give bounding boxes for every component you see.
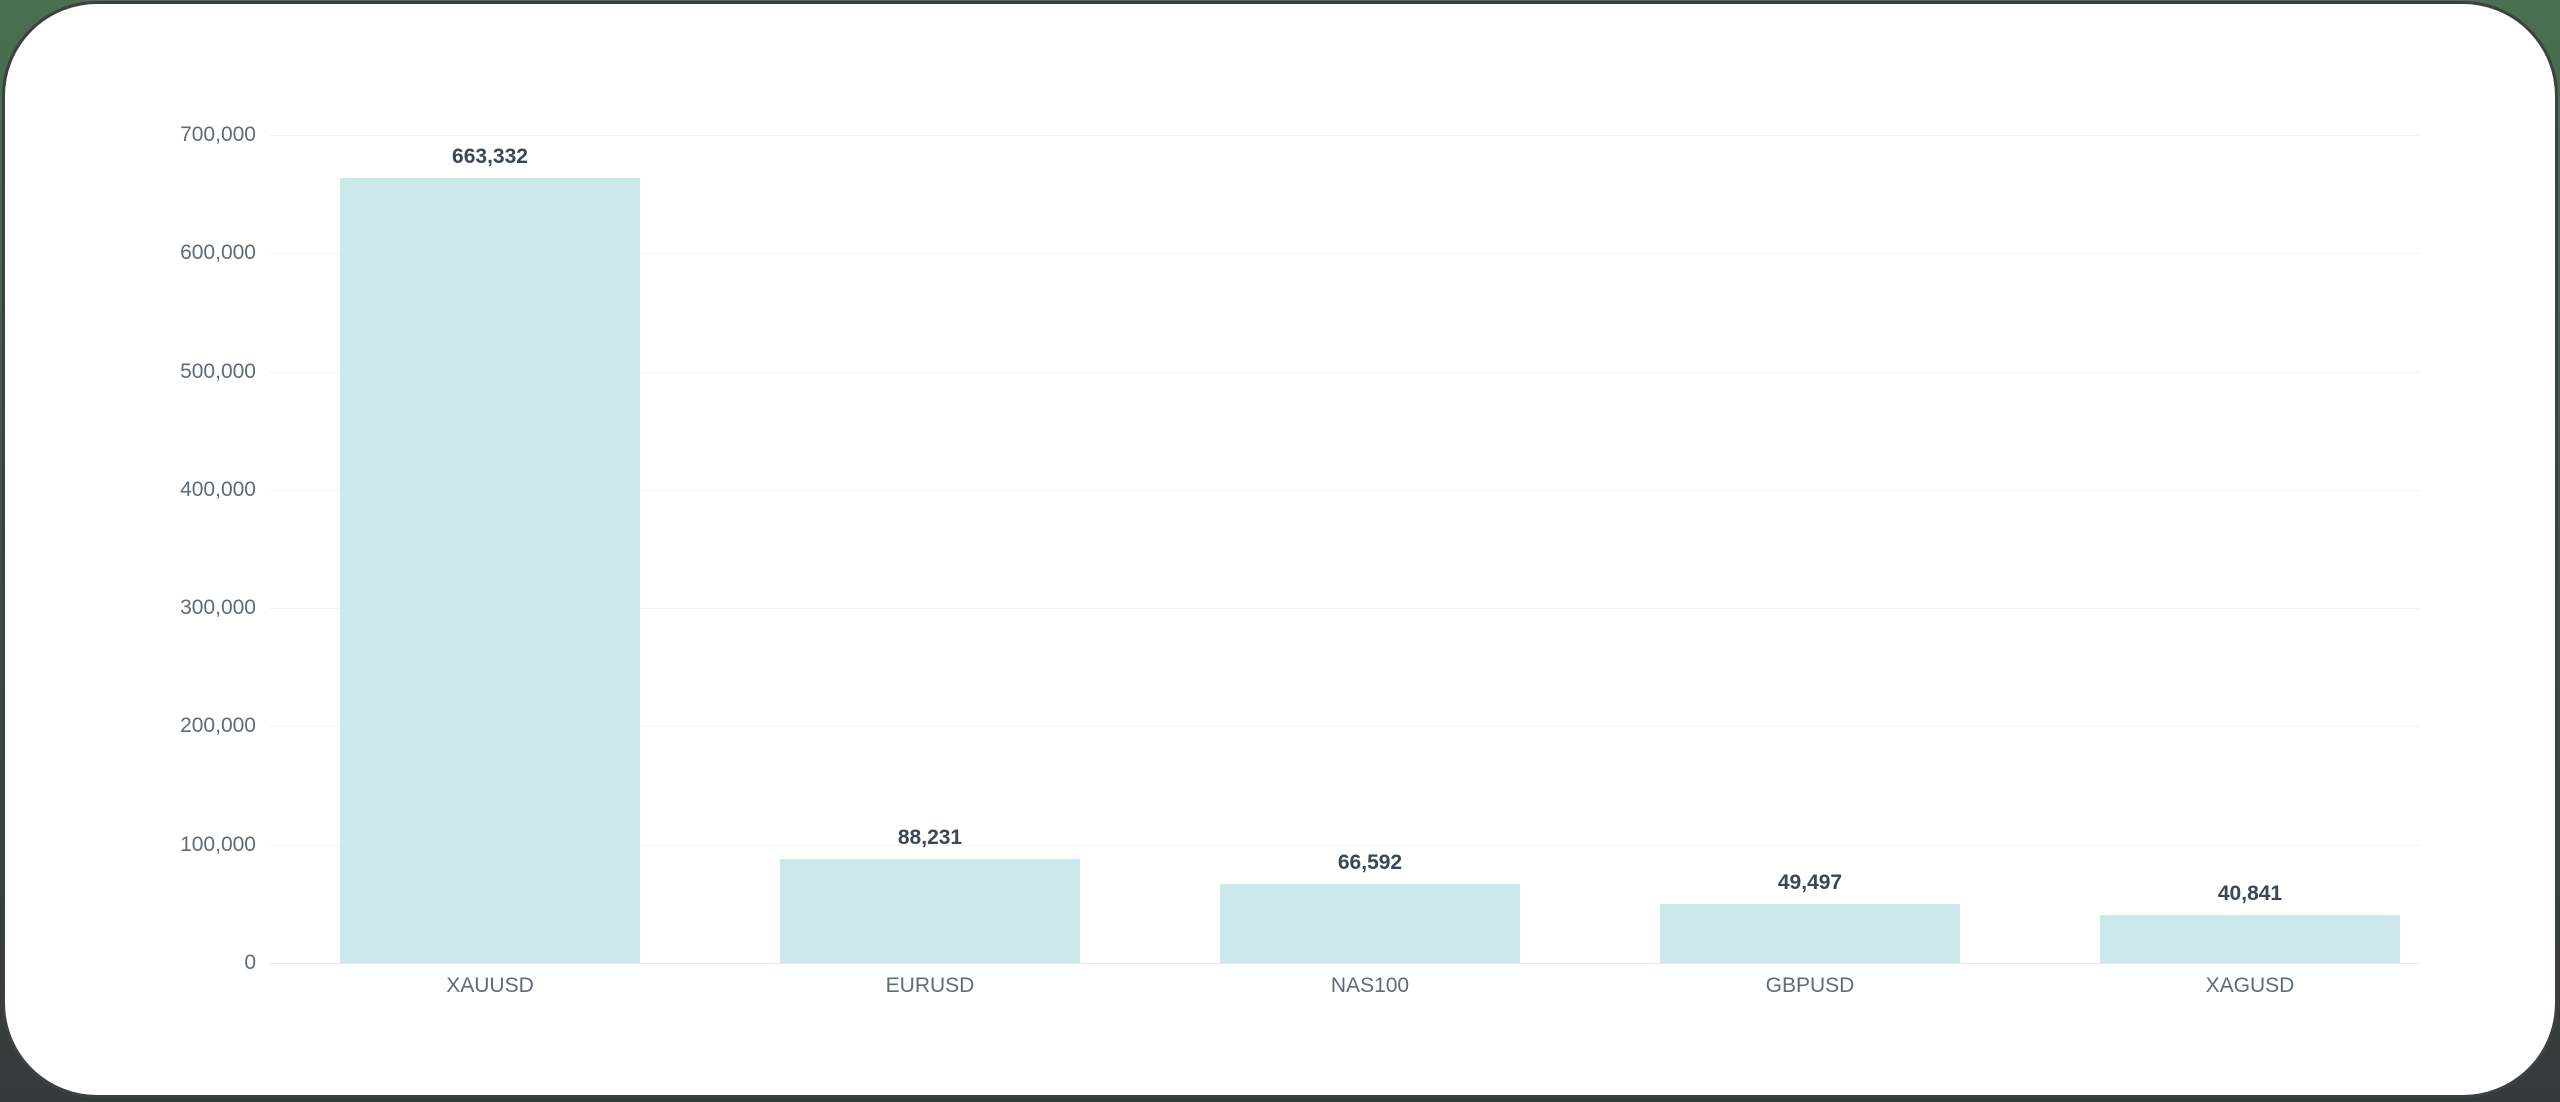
gridline: [270, 845, 2420, 846]
bar-nas100[interactable]: [1220, 884, 1520, 963]
gridline: [270, 253, 2420, 254]
x-axis-category-label: XAGUSD: [2205, 974, 2295, 997]
x-axis-line: [270, 963, 2420, 964]
gridline: [270, 490, 2420, 491]
bar-value-label: 40,841: [2217, 882, 2283, 905]
bar-value-label: 66,592: [1337, 851, 1403, 874]
bar-xauusd[interactable]: [340, 178, 640, 963]
gridline: [270, 726, 2420, 727]
bar-gbpusd[interactable]: [1660, 904, 1960, 963]
y-axis-tick-label: 700,000: [180, 123, 256, 146]
y-axis-tick-label: 200,000: [180, 714, 256, 737]
y-axis-tick-label: 400,000: [180, 478, 256, 501]
x-axis-category-label: NAS100: [1330, 974, 1410, 997]
x-axis-category-label: XAUUSD: [446, 974, 534, 997]
y-axis-tick-label: 500,000: [180, 360, 256, 383]
x-axis-category-label: GBPUSD: [1765, 974, 1855, 997]
y-axis-tick-label: 600,000: [180, 241, 256, 264]
bar-value-label: 663,332: [452, 145, 528, 168]
bar-xagusd[interactable]: [2100, 915, 2400, 963]
bar-value-label: 49,497: [1777, 871, 1843, 894]
bar-eurusd[interactable]: [780, 859, 1080, 963]
x-axis-category-label: EURUSD: [885, 974, 975, 997]
y-axis-tick-label: 300,000: [180, 596, 256, 619]
y-axis-tick-label: 0: [244, 951, 256, 974]
y-axis-tick-label: 100,000: [180, 833, 256, 856]
gridline: [270, 372, 2420, 373]
bar-value-label: 88,231: [897, 826, 963, 849]
gridline: [270, 608, 2420, 609]
gridline: [270, 135, 2420, 136]
